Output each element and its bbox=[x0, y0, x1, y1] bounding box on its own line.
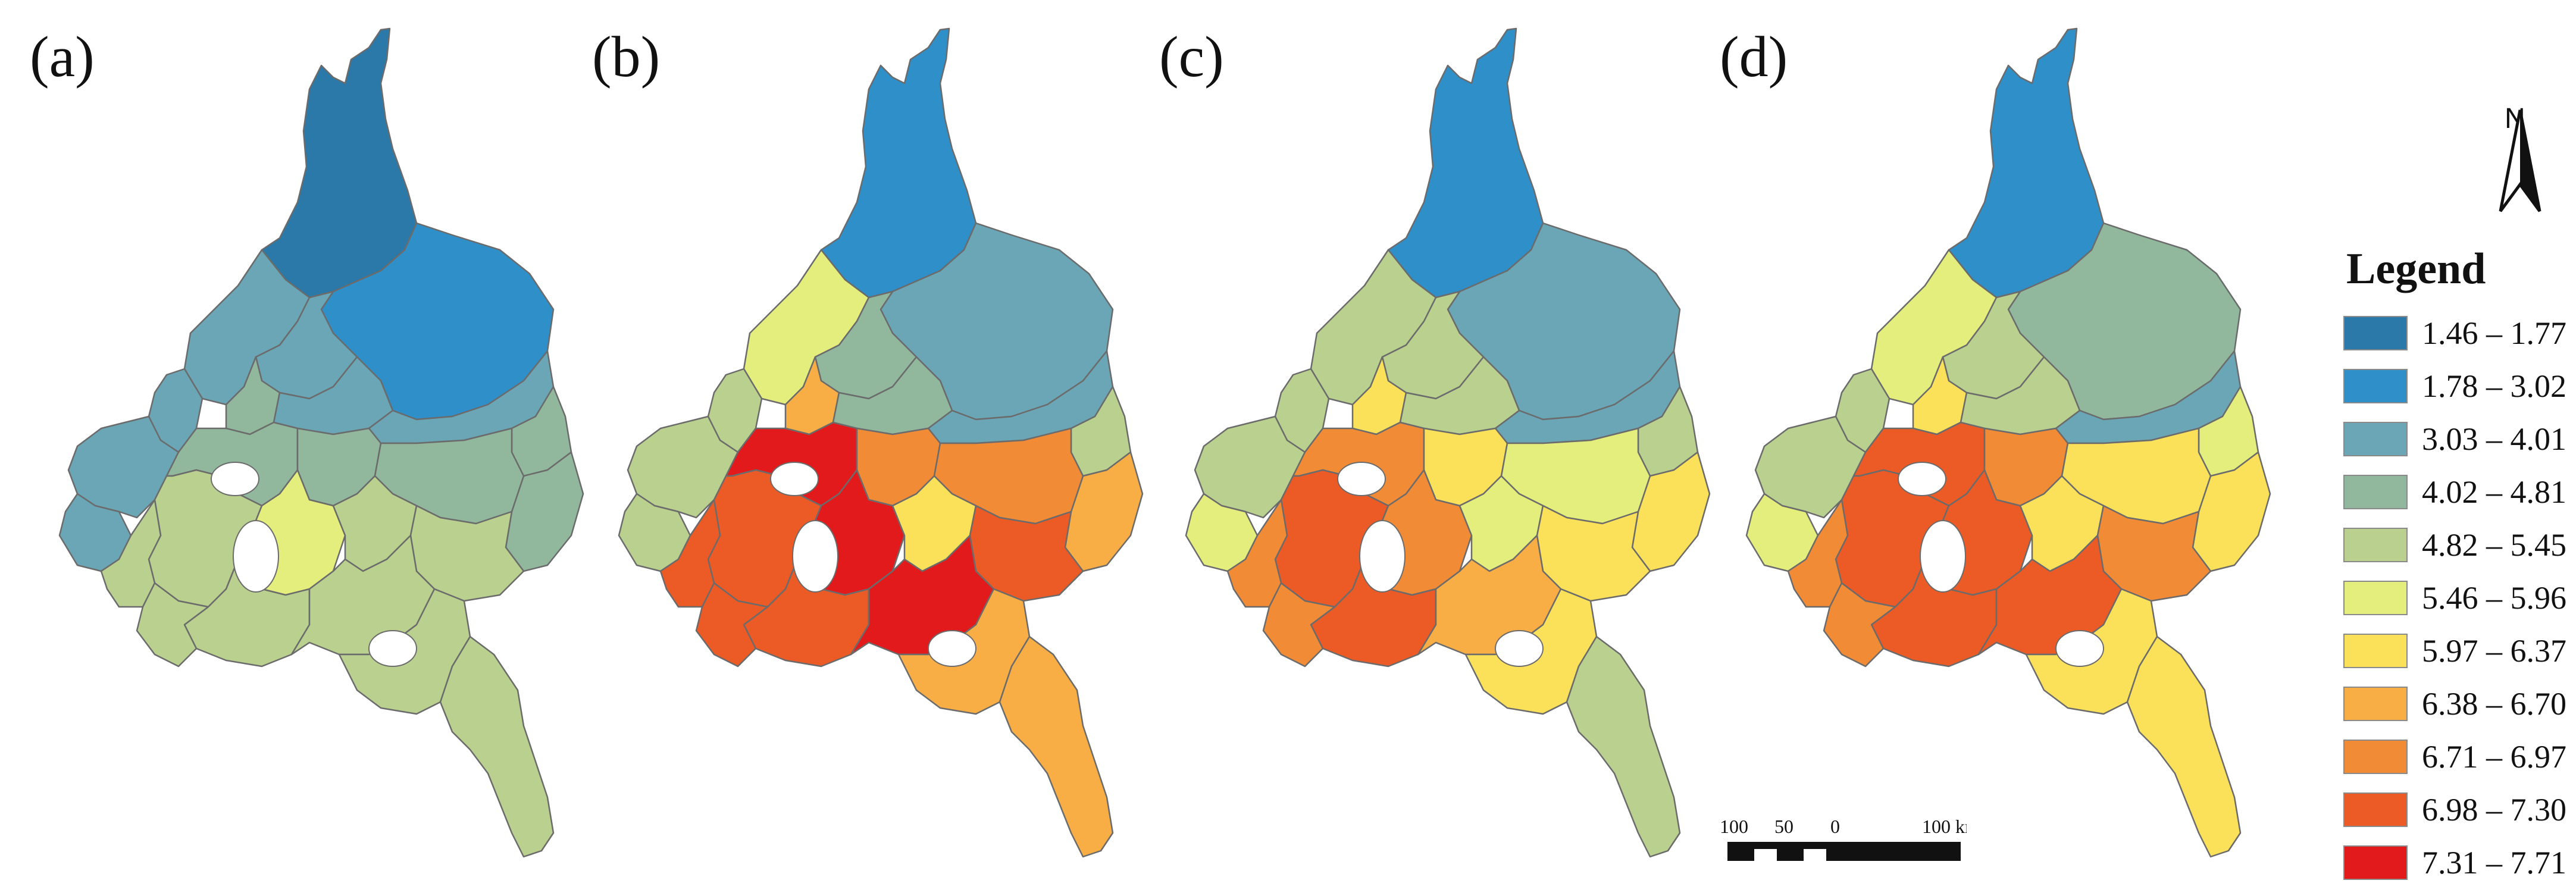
legend-swatch bbox=[2343, 739, 2408, 774]
legend-item: 5.97 – 6.37 bbox=[2342, 624, 2568, 677]
legend-range-label: 7.31 – 7.71 bbox=[2422, 844, 2566, 881]
legend-swatch bbox=[2343, 474, 2408, 509]
legend-rows: 1.46 – 1.77 1.78 – 3.02 3.03 – 4.01 4.02 – … bbox=[2342, 306, 2568, 889]
legend-range-label: 6.71 – 6.97 bbox=[2422, 738, 2566, 775]
panel-c-label: (c) bbox=[1159, 25, 1224, 89]
legend-range-label: 3.03 – 4.01 bbox=[2422, 421, 2566, 457]
no-data-area bbox=[1495, 630, 1544, 667]
map-panel-c bbox=[1185, 27, 1711, 858]
legend-swatch bbox=[2343, 686, 2408, 721]
legend-range-label: 4.02 – 4.81 bbox=[2422, 474, 2566, 510]
legend-swatch bbox=[2343, 315, 2408, 350]
map-panel-b bbox=[618, 27, 1144, 858]
legend-range-label: 5.46 – 5.96 bbox=[2422, 579, 2566, 616]
no-data-area bbox=[368, 630, 417, 667]
no-data-area bbox=[770, 462, 819, 496]
map-panels bbox=[58, 27, 2271, 858]
map-panel-a bbox=[58, 27, 584, 858]
panel-d-label: (d) bbox=[1720, 25, 1788, 89]
legend-swatch bbox=[2343, 368, 2408, 403]
county-region bbox=[1387, 27, 1544, 299]
no-data-area bbox=[233, 520, 279, 593]
no-data-area bbox=[211, 462, 259, 496]
legend-swatch bbox=[2343, 580, 2408, 615]
no-data-area bbox=[1898, 462, 1946, 496]
county-region bbox=[1948, 27, 2105, 299]
scale-bar-segment bbox=[1754, 849, 1777, 861]
legend-item: 1.46 – 1.77 bbox=[2342, 306, 2568, 359]
legend-swatch bbox=[2343, 845, 2408, 880]
no-data-area bbox=[792, 520, 838, 593]
no-data-area bbox=[928, 630, 976, 667]
scale-tick-label: 50 bbox=[1774, 816, 1794, 837]
legend-item: 4.82 – 5.45 bbox=[2342, 518, 2568, 571]
legend: Legend 1.46 – 1.77 1.78 – 3.02 3.03 – 4.01… bbox=[2342, 244, 2568, 889]
no-data-area bbox=[1359, 520, 1406, 593]
legend-item: 4.02 – 4.81 bbox=[2342, 465, 2568, 518]
legend-item: 7.31 – 7.71 bbox=[2342, 836, 2568, 889]
legend-item: 6.98 – 7.30 bbox=[2342, 783, 2568, 836]
county-region bbox=[999, 635, 1114, 858]
legend-item: 5.46 – 5.96 bbox=[2342, 571, 2568, 624]
legend-range-label: 4.82 – 5.45 bbox=[2422, 527, 2566, 563]
legend-item: 3.03 – 4.01 bbox=[2342, 412, 2568, 465]
legend-range-label: 5.97 – 6.37 bbox=[2422, 632, 2566, 669]
legend-title: Legend bbox=[2346, 245, 2486, 293]
county-region bbox=[820, 27, 977, 299]
panel-a-label: (a) bbox=[30, 25, 95, 89]
legend-range-label: 6.38 – 6.70 bbox=[2422, 685, 2566, 722]
county-region bbox=[1566, 635, 1681, 858]
legend-swatch bbox=[2343, 792, 2408, 827]
scale-tick-label: 100 bbox=[1720, 816, 1748, 837]
scale-tick-label: 100 km bbox=[1922, 816, 1967, 837]
panel-b-label: (b) bbox=[592, 25, 661, 89]
scale-bar-segment bbox=[1804, 849, 1826, 861]
no-data-area bbox=[2055, 630, 2104, 667]
no-data-area bbox=[1920, 520, 1966, 593]
no-data-area bbox=[1337, 462, 1386, 496]
legend-range-label: 1.78 – 3.02 bbox=[2422, 368, 2566, 404]
legend-swatch bbox=[2343, 527, 2408, 562]
legend-item: 6.38 – 6.70 bbox=[2342, 677, 2568, 730]
legend-item: 1.78 – 3.02 bbox=[2342, 359, 2568, 412]
county-region bbox=[261, 27, 418, 299]
legend-swatch bbox=[2343, 633, 2408, 668]
scale-bar: 100 50 0 100 km bbox=[1720, 816, 1967, 861]
north-arrow-icon bbox=[2499, 109, 2541, 212]
legend-swatch bbox=[2343, 421, 2408, 456]
legend-range-label: 1.46 – 1.77 bbox=[2422, 315, 2566, 351]
county-region bbox=[439, 635, 555, 858]
scale-tick-label: 0 bbox=[1830, 816, 1840, 837]
map-panel-d bbox=[1745, 27, 2271, 858]
legend-item: 6.71 – 6.97 bbox=[2342, 730, 2568, 783]
county-region bbox=[2126, 635, 2242, 858]
legend-range-label: 6.98 – 7.30 bbox=[2422, 791, 2566, 828]
